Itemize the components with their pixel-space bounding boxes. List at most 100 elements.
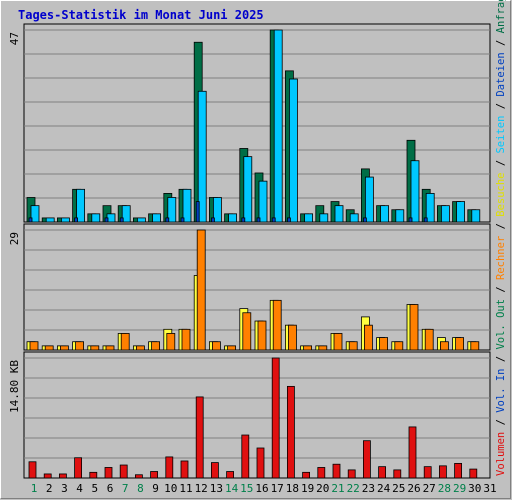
- bar-volumen-day-8: [134, 474, 143, 479]
- bar-rechner-day-12: [196, 229, 206, 351]
- x-tick-label-day-23: 23: [362, 482, 375, 495]
- x-tick-label-day-7: 7: [122, 482, 129, 495]
- bar-rechner-day-30: [470, 341, 480, 351]
- bar-dateien-day-1: [30, 205, 40, 223]
- x-tick-label-day-19: 19: [301, 482, 314, 495]
- bar-rechner-day-2: [44, 345, 54, 351]
- bar-dateien-day-22: [349, 213, 359, 223]
- bar-seiten-day-15: [241, 217, 246, 223]
- x-tick-label-day-21: 21: [331, 482, 344, 495]
- bar-volumen-day-15: [241, 434, 250, 479]
- bar-dateien-day-21: [334, 205, 344, 223]
- legend-entry-0: Volumen: [495, 432, 507, 476]
- bar-volumen-day-24: [378, 466, 387, 479]
- bar-volumen-day-1: [28, 461, 37, 479]
- bar-dateien-day-27: [425, 193, 435, 223]
- bar-rechner-day-15: [242, 312, 252, 351]
- bar-volumen-day-17: [271, 357, 280, 479]
- bar-volumen-day-16: [256, 447, 265, 479]
- bar-rechner-day-23: [363, 324, 373, 351]
- bar-dateien-day-29: [456, 201, 466, 223]
- legend-entry-7: /: [495, 217, 507, 236]
- y-tick-label-bottom: 14.80 KB: [8, 360, 21, 413]
- bar-dateien-day-9: [152, 213, 162, 223]
- bar-volumen-day-12: [195, 396, 204, 479]
- bar-rechner-day-14: [227, 345, 237, 351]
- bar-dateien-day-25: [395, 209, 405, 223]
- bar-volumen-day-28: [438, 465, 447, 479]
- bar-volumen-day-19: [302, 471, 311, 479]
- x-tick-label-day-9: 9: [152, 482, 159, 495]
- x-tick-label-day-25: 25: [392, 482, 405, 495]
- bar-seiten-day-7: [119, 217, 124, 223]
- bar-rechner-day-18: [287, 324, 297, 351]
- bar-rechner-day-3: [60, 345, 69, 351]
- bar-volumen-day-26: [408, 426, 417, 479]
- bar-rechner-day-26: [409, 304, 419, 351]
- bar-rechner-day-6: [105, 345, 115, 351]
- bar-volumen-day-18: [286, 385, 295, 479]
- legend-entry-14: Anfragen: [495, 0, 507, 33]
- legend-entry-1: /: [495, 413, 507, 432]
- bar-seiten-day-23: [362, 217, 367, 223]
- bar-rechner-day-28: [439, 341, 449, 351]
- x-tick-label-day-17: 17: [271, 482, 284, 495]
- x-tick-label-day-31: 31: [483, 482, 496, 495]
- bar-rechner-day-27: [424, 328, 434, 351]
- bar-dateien-day-16: [258, 180, 268, 223]
- x-tick-label-day-11: 11: [179, 482, 192, 495]
- bar-rechner-day-7: [120, 333, 130, 351]
- bar-volumen-day-29: [454, 463, 463, 479]
- x-tick-label-day-3: 3: [61, 482, 68, 495]
- bar-volumen-day-14: [226, 471, 235, 479]
- bar-seiten-day-18: [286, 217, 291, 223]
- bar-dateien-day-12: [197, 90, 207, 223]
- x-tick-label-day-30: 30: [468, 482, 481, 495]
- legend-entry-9: /: [495, 154, 507, 173]
- bar-seiten-day-27: [423, 217, 428, 223]
- bar-dateien-day-18: [288, 78, 298, 223]
- bar-seiten-day-11: [180, 217, 185, 223]
- bar-volumen-day-10: [165, 456, 174, 479]
- bar-rechner-day-20: [318, 345, 328, 351]
- bar-dateien-day-2: [45, 217, 55, 223]
- bar-volumen-day-23: [362, 440, 371, 479]
- x-tick-label-day-20: 20: [316, 482, 329, 495]
- bar-rechner-day-13: [211, 341, 221, 351]
- bar-dateien-day-4: [76, 188, 85, 223]
- bar-dateien-day-30: [471, 209, 481, 223]
- bar-seiten-day-12: [195, 201, 200, 223]
- bar-volumen-day-2: [43, 473, 52, 479]
- y-tick-label-middle: 29: [8, 232, 21, 245]
- x-tick-label-day-1: 1: [31, 482, 38, 495]
- bar-rechner-day-21: [333, 333, 343, 351]
- y-tick-label-top: 47: [8, 32, 21, 45]
- x-tick-label-day-27: 27: [423, 482, 436, 495]
- bar-volumen-day-25: [393, 469, 402, 479]
- bar-rechner-day-25: [394, 341, 404, 351]
- bar-volumen-day-7: [119, 464, 128, 479]
- bar-dateien-day-17: [273, 29, 283, 223]
- bar-dateien-day-28: [440, 205, 450, 223]
- bar-seiten-day-16: [256, 217, 261, 223]
- bar-rechner-day-4: [75, 341, 84, 351]
- bar-volumen-day-27: [423, 466, 432, 479]
- bar-rechner-day-10: [166, 333, 176, 351]
- chart-title: Tages-Statistik im Monat Juni 2025: [18, 8, 264, 22]
- bar-seiten-day-26: [408, 217, 413, 223]
- bar-volumen-day-22: [347, 469, 356, 479]
- x-tick-label-day-15: 15: [240, 482, 253, 495]
- bar-rechner-day-9: [151, 341, 161, 351]
- bar-volumen-day-20: [317, 467, 326, 479]
- bar-dateien-day-10: [167, 197, 177, 223]
- bar-seiten-day-13: [210, 217, 215, 223]
- bar-seiten-day-1: [28, 217, 33, 223]
- bar-dateien-day-26: [410, 160, 420, 223]
- legend-entry-8: Besuche: [495, 172, 507, 216]
- legend-entry-12: Dateien: [495, 52, 507, 96]
- x-tick-label-day-29: 29: [453, 482, 466, 495]
- bar-dateien-day-14: [228, 213, 238, 223]
- bar-rechner-day-8: [135, 345, 145, 351]
